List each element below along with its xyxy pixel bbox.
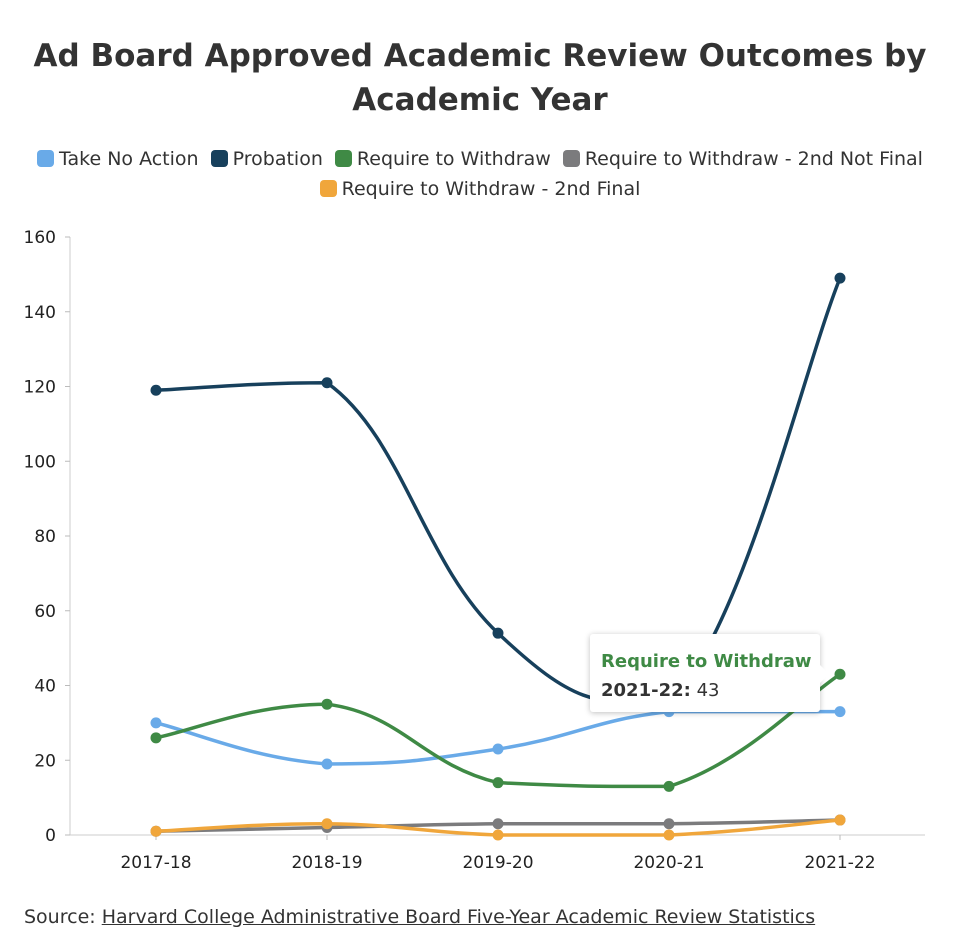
legend-swatch	[334, 150, 352, 167]
y-tick-label: 40	[34, 677, 56, 697]
legend-label: Require to Withdraw	[356, 148, 551, 170]
x-tick-label: 2020-21	[633, 853, 704, 873]
source-note: Source: Harvard College Administrative B…	[24, 906, 815, 928]
y-tick-label: 80	[34, 527, 56, 547]
x-tick-label: 2017-18	[120, 853, 191, 873]
x-tick-label: 2019-20	[462, 853, 533, 873]
data-point-probation	[321, 377, 333, 389]
data-tooltip: Require to Withdraw 2021-22: 43	[590, 634, 829, 712]
tooltip-series-name: Require to Withdraw	[601, 651, 812, 672]
y-tick-label: 0	[45, 826, 56, 846]
chart-title-line1: Ad Board Approved Academic Review Outcom…	[33, 38, 927, 74]
data-point-probation	[492, 627, 504, 639]
data-point-take-no-action	[321, 758, 333, 770]
data-point-require-to-withdraw-2nd-not-final	[492, 818, 504, 830]
data-point-require-to-withdraw	[321, 698, 333, 710]
source-prefix: Source:	[24, 906, 102, 928]
legend-item-require-to-withdraw-2nd-final[interactable]: Require to Withdraw - 2nd Final	[319, 174, 641, 204]
data-point-require-to-withdraw-2nd-final	[321, 818, 333, 830]
series-line-probation	[154, 276, 842, 706]
data-point-take-no-action	[150, 717, 162, 729]
data-point-require-to-withdraw-2nd-final	[492, 829, 504, 841]
chart-title-line2: Academic Year	[352, 82, 608, 118]
data-point-take-no-action	[834, 706, 846, 718]
legend-label: Take No Action	[59, 148, 199, 170]
y-tick-label: 100	[24, 452, 56, 472]
legend-label: Require to Withdraw - 2nd Not Final	[584, 148, 923, 170]
legend-swatch	[210, 150, 228, 167]
data-point-require-to-withdraw	[150, 732, 162, 744]
legend-swatch	[562, 150, 580, 167]
data-point-take-no-action	[492, 743, 504, 755]
legend-item-require-to-withdraw-2nd-not-final[interactable]: Require to Withdraw - 2nd Not Final	[562, 144, 923, 174]
x-tick-label: 2018-19	[291, 853, 362, 873]
data-point-require-to-withdraw	[834, 668, 846, 680]
data-point-require-to-withdraw-2nd-final	[663, 829, 675, 841]
y-tick-label: 160	[24, 228, 56, 248]
line-chart: 0 20 40 60 80 100 120 140 160 2017-18 2018-19 2019-…	[24, 228, 925, 873]
data-point-probation	[834, 272, 846, 284]
data-point-probation	[150, 384, 162, 396]
series-line-take-no-action	[154, 709, 842, 766]
data-point-require-to-withdraw	[663, 780, 675, 792]
legend-label: Require to Withdraw - 2nd Final	[341, 178, 641, 200]
chart-legend: Take No Action Probation Require to With…	[20, 144, 940, 204]
legend-item-require-to-withdraw[interactable]: Require to Withdraw	[334, 144, 551, 174]
chart-title: Ad Board Approved Academic Review Outcom…	[0, 34, 960, 122]
tooltip-value-line: 2021-22: 43	[601, 680, 719, 701]
legend-label: Probation	[232, 148, 323, 170]
tooltip-value: 43	[696, 680, 720, 701]
tooltip-category: 2021-22:	[601, 680, 691, 701]
data-point-require-to-withdraw-2nd-final	[150, 825, 162, 837]
x-tick-label: 2021-22	[804, 853, 875, 873]
legend-swatch	[319, 180, 337, 197]
legend-item-take-no-action[interactable]: Take No Action	[37, 144, 199, 174]
data-point-require-to-withdraw-2nd-not-final	[663, 818, 675, 830]
data-point-require-to-withdraw-2nd-final	[834, 814, 846, 826]
y-tick-label: 60	[34, 602, 56, 622]
y-tick-label: 120	[24, 378, 56, 398]
y-tick-label: 140	[24, 303, 56, 323]
y-tick-label: 20	[34, 751, 56, 771]
source-link[interactable]: Harvard College Administrative Board Fiv…	[101, 906, 816, 928]
legend-item-probation[interactable]: Probation	[210, 144, 323, 174]
legend-swatch	[37, 150, 55, 167]
data-point-require-to-withdraw	[492, 777, 504, 789]
